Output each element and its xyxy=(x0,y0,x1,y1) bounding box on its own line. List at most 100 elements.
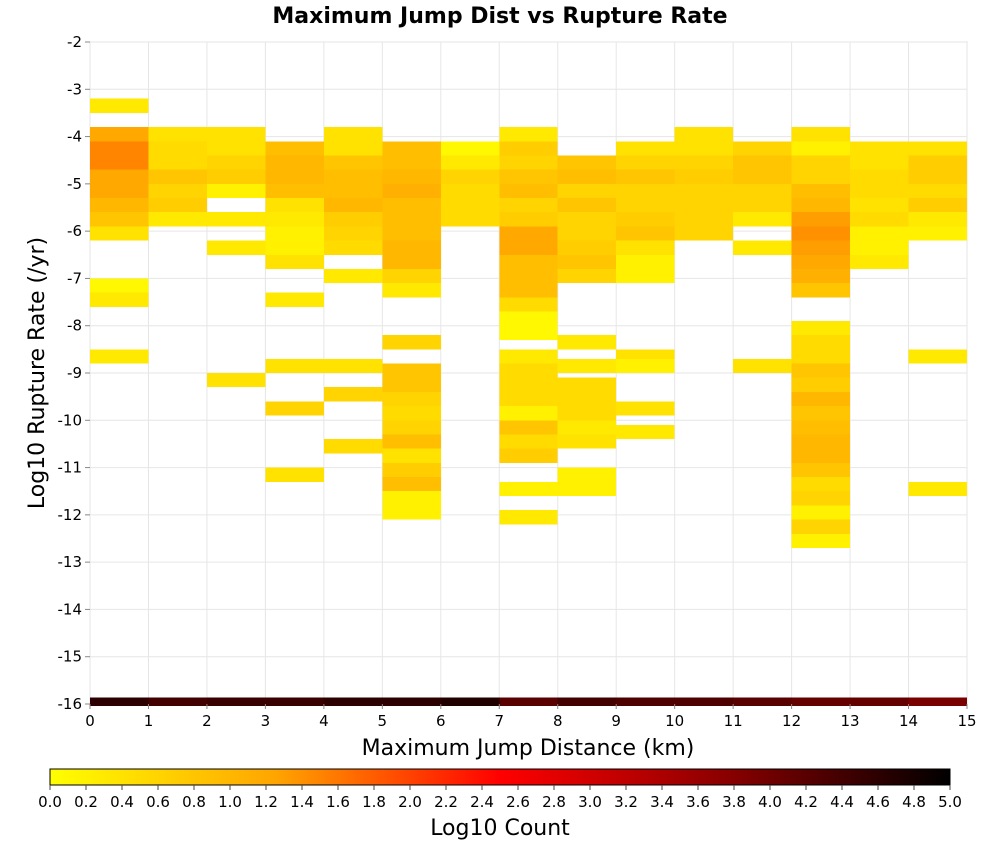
heatmap-cell xyxy=(440,198,500,213)
chart-title: Maximum Jump Dist vs Rupture Rate xyxy=(272,4,727,29)
x-tick-label: 12 xyxy=(782,712,801,730)
heatmap-cell xyxy=(557,226,617,241)
y-tick-label: -2 xyxy=(67,33,82,51)
heatmap-cell xyxy=(499,363,558,378)
heatmap-cell xyxy=(791,406,851,421)
x-tick-label: 7 xyxy=(494,712,504,730)
heatmap-cell-bottom xyxy=(557,697,617,706)
heatmap-cell xyxy=(382,491,441,506)
heatmap-cell xyxy=(616,240,675,255)
heatmap-cell xyxy=(616,141,675,156)
heatmap-cell xyxy=(616,169,675,184)
colorbar-tick-label: 2.6 xyxy=(506,793,530,811)
heatmap-cell xyxy=(791,491,851,506)
heatmap-cell xyxy=(499,212,558,227)
heatmap-cell-bottom xyxy=(440,697,500,706)
heatmap-cell xyxy=(206,141,266,156)
heatmap-cell xyxy=(908,212,967,227)
heatmap-cell xyxy=(265,141,324,156)
heatmap-cell xyxy=(674,212,734,227)
heatmap-cell xyxy=(323,183,383,199)
heatmap-cell-bottom xyxy=(90,697,149,706)
heatmap-cell xyxy=(733,198,792,213)
colorbar-tick-label: 5.0 xyxy=(938,793,962,811)
colorbar-tick-label: 3.2 xyxy=(614,793,638,811)
x-tick-label: 9 xyxy=(611,712,621,730)
heatmap-cell xyxy=(791,283,851,298)
heatmap-cell xyxy=(148,183,207,199)
heatmap-cell xyxy=(382,283,441,298)
heatmap-cell xyxy=(382,434,441,449)
heatmap-cell xyxy=(499,155,558,170)
heatmap-cell xyxy=(499,434,558,449)
heatmap-cell xyxy=(206,127,266,142)
heatmap-cell xyxy=(382,169,441,184)
colorbar-tick-label: 3.4 xyxy=(650,793,674,811)
heatmap-cell xyxy=(440,155,500,170)
y-tick-label: -6 xyxy=(67,222,82,240)
heatmap-cell xyxy=(265,240,324,255)
heatmap-cell xyxy=(791,349,851,364)
heatmap-cell xyxy=(382,240,441,255)
heatmap-cell xyxy=(791,533,851,548)
heatmap-cell xyxy=(499,183,558,199)
heatmap-cell xyxy=(616,212,675,227)
heatmap-cell xyxy=(499,198,558,213)
heatmap-cell xyxy=(148,127,207,142)
heatmap-cell xyxy=(90,212,149,227)
heatmap-cell xyxy=(908,226,967,241)
heatmap-cell xyxy=(557,169,617,184)
heatmap-cell xyxy=(323,439,383,454)
y-tick-label: -14 xyxy=(58,600,83,618)
heatmap-cell xyxy=(382,155,441,170)
colorbar-label: Log10 Count xyxy=(430,816,570,841)
colorbar-tick-label: 0.6 xyxy=(146,793,170,811)
heatmap-cell xyxy=(791,462,851,478)
heatmap-cell xyxy=(265,212,324,227)
heatmap-cell xyxy=(382,406,441,421)
heatmap-cell xyxy=(674,169,734,184)
y-tick-label: -15 xyxy=(58,648,83,666)
heatmap-cell xyxy=(674,183,734,199)
heatmap-cell xyxy=(791,335,851,350)
heatmap-cell xyxy=(265,226,324,241)
heatmap-cell xyxy=(206,373,266,388)
heatmap-cell xyxy=(791,155,851,170)
heatmap-cell xyxy=(791,212,851,227)
heatmap-cell xyxy=(499,406,558,421)
heatmap-cell xyxy=(382,377,441,392)
y-tick-label: -5 xyxy=(67,175,82,193)
x-tick-label: 3 xyxy=(261,712,271,730)
heatmap-cell xyxy=(733,212,792,227)
heatmap-cell xyxy=(557,420,617,435)
heatmap-cell xyxy=(791,183,851,199)
x-tick-label: 8 xyxy=(553,712,563,730)
heatmap-cell xyxy=(908,183,967,199)
heatmap-cell-bottom xyxy=(850,697,909,706)
heatmap-cell xyxy=(908,155,967,170)
heatmap-cell xyxy=(557,406,617,421)
heatmap-cell xyxy=(265,198,324,213)
heatmap-cell xyxy=(323,198,383,213)
heatmap-cell xyxy=(323,212,383,227)
heatmap-cell xyxy=(206,155,266,170)
x-tick-label: 15 xyxy=(957,712,976,730)
heatmap-cell xyxy=(499,420,558,435)
heatmap-cell xyxy=(499,254,558,269)
heatmap-cell xyxy=(499,240,558,255)
heatmap-cell xyxy=(499,510,558,525)
colorbar-tick-label: 2.2 xyxy=(434,793,458,811)
heatmap-cell xyxy=(323,127,383,142)
y-tick-label: -10 xyxy=(58,411,83,429)
heatmap-cell xyxy=(90,127,149,142)
heatmap-cell xyxy=(90,98,149,113)
heatmap-cell xyxy=(382,477,441,492)
heatmap-cell xyxy=(382,268,441,284)
heatmap-cell xyxy=(265,183,324,199)
heatmap-cell xyxy=(323,226,383,241)
heatmap-cell xyxy=(733,358,792,373)
x-tick-label: 14 xyxy=(899,712,918,730)
heatmap-cell xyxy=(440,212,500,227)
heatmap-cell xyxy=(557,391,617,407)
